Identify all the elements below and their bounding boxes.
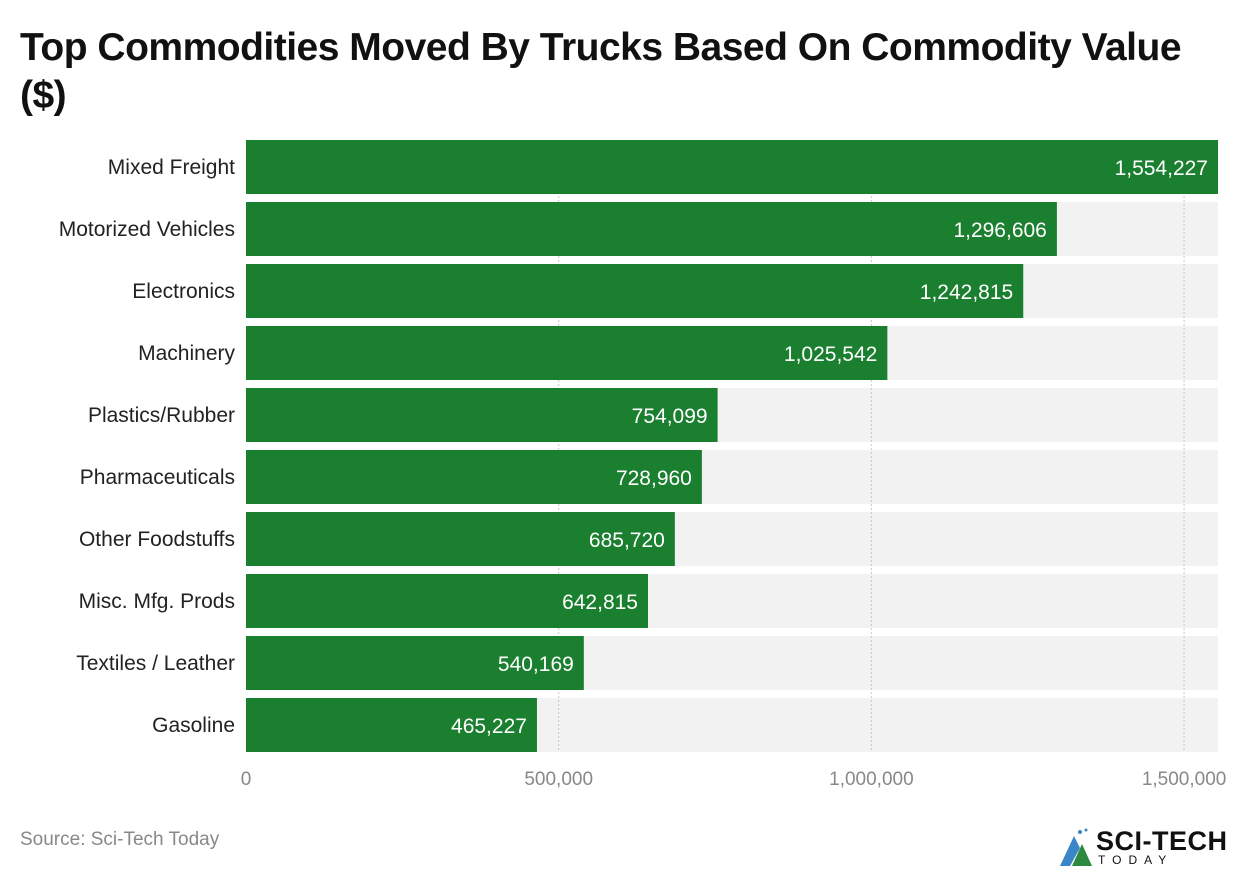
bar <box>246 450 702 504</box>
x-tick-label: 0 <box>241 769 252 790</box>
x-tick-label: 500,000 <box>524 769 593 790</box>
logo-sub-text: TODAY <box>1098 853 1174 867</box>
bar <box>246 388 718 442</box>
data-label: 728,960 <box>616 467 692 490</box>
category-label: Misc. Mfg. Prods <box>79 590 235 613</box>
data-label: 1,242,815 <box>920 281 1013 304</box>
logo-main-text: SCI-TECH <box>1096 826 1228 856</box>
data-label: 465,227 <box>451 715 527 738</box>
bar <box>246 140 1218 194</box>
chart-title: Top Commodities Moved By Trucks Based On… <box>20 26 1182 117</box>
category-label: Other Foodstuffs <box>79 528 235 551</box>
bar <box>246 636 584 690</box>
bar <box>246 698 537 752</box>
data-label: 642,815 <box>562 591 638 614</box>
category-label: Motorized Vehicles <box>59 218 235 241</box>
data-label: 685,720 <box>589 529 665 552</box>
x-tick-label: 1,000,000 <box>829 769 914 790</box>
sci-tech-logo: SCI-TECH TODAY <box>1058 826 1238 870</box>
logo-icon <box>1060 828 1092 866</box>
category-label: Mixed Freight <box>108 156 235 179</box>
bar <box>246 202 1057 256</box>
data-label: 1,025,542 <box>784 343 877 366</box>
bar <box>246 326 888 380</box>
bar <box>246 574 649 628</box>
x-tick-label: 1,500,000 <box>1142 769 1227 790</box>
category-label: Textiles / Leather <box>76 652 235 675</box>
category-label: Machinery <box>138 342 235 365</box>
data-label: 1,296,606 <box>953 219 1046 242</box>
bar <box>246 512 675 566</box>
category-label: Gasoline <box>152 714 235 737</box>
category-label: Electronics <box>132 280 235 303</box>
category-label: Plastics/Rubber <box>88 404 235 427</box>
source-text: Source: Sci-Tech Today <box>20 829 220 850</box>
data-label: 754,099 <box>632 405 708 428</box>
category-label: Pharmaceuticals <box>80 466 235 489</box>
data-label: 540,169 <box>498 653 574 676</box>
data-label: 1,554,227 <box>1115 157 1208 180</box>
bar <box>246 264 1024 318</box>
